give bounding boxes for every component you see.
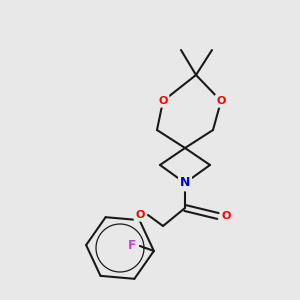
Text: O: O [216, 96, 226, 106]
Text: N: N [180, 176, 190, 190]
Text: F: F [128, 239, 136, 253]
Text: O: O [158, 96, 168, 106]
Text: O: O [221, 211, 231, 221]
Text: O: O [135, 210, 145, 220]
